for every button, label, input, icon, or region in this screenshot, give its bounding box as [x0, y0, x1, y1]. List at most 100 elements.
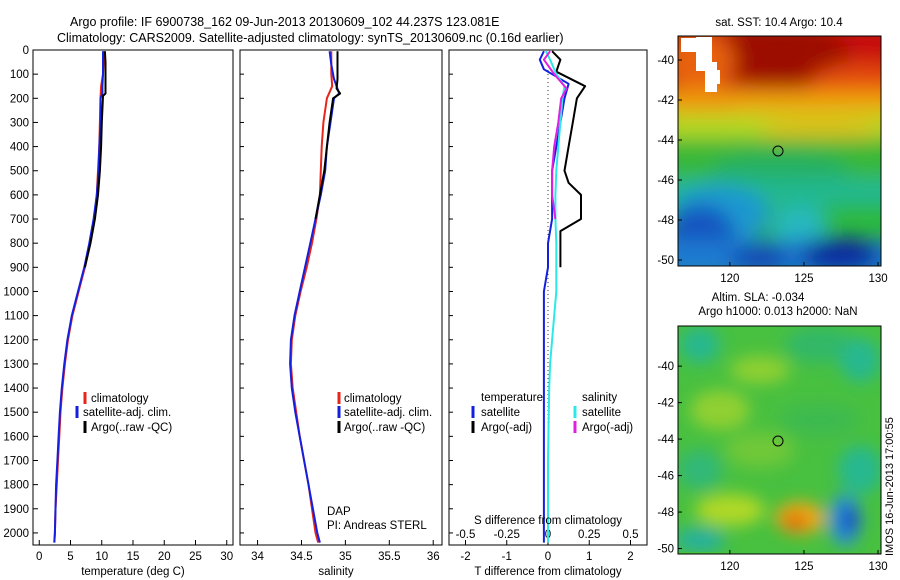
- y-tick-label: 1200: [3, 335, 29, 347]
- principal-investigator-label: PI: Andreas STERL: [327, 520, 427, 532]
- header-line-1: Argo profile: IF 6900738_162 09-Jun-2013…: [70, 15, 500, 29]
- series-line-satellite-s: [545, 50, 566, 543]
- t-difference-tick-labels: -2 -1 0 1 2: [460, 540, 634, 563]
- lat-tick-label: -40: [657, 361, 674, 373]
- series-line-argo-t: [551, 50, 587, 268]
- legend-satellite-label: satellite-adj. clim.: [344, 407, 432, 419]
- temperature-profile-lines: [53, 51, 107, 543]
- salinity-panel: 34 34.5 35 35.5 36 salinity climatology sate…: [239, 49, 443, 578]
- legend-argo-label: Argo(..raw -QC): [91, 422, 172, 434]
- y-tick-label: 100: [10, 69, 29, 81]
- legend-t-argo-label: Argo(-adj): [481, 422, 532, 434]
- lon-tick-label: 130: [868, 273, 887, 285]
- y-tick-label: 2000: [3, 528, 29, 540]
- lat-tick-label: -50: [657, 255, 674, 267]
- temperature-axes-frame: [32, 49, 234, 546]
- x-tick-label: 1: [586, 551, 592, 563]
- x-tick-label: 0: [36, 551, 42, 563]
- legend-t-satellite-label: satellite: [481, 407, 520, 419]
- y-tick-label: 500: [10, 166, 29, 178]
- y-tick-label: 1700: [3, 455, 29, 467]
- salinity-legend: climatology satellite-adj. clim. Argo(..…: [337, 392, 432, 434]
- x-tick-label: 25: [189, 551, 202, 563]
- x-tick-label: 20: [158, 551, 171, 563]
- y-tick-label: 1300: [3, 359, 29, 371]
- sst-map-tick-labels: 120 125 130 -40 -42 -44 -46 -48 -50: [657, 55, 887, 285]
- x-tick-label: 35: [339, 551, 352, 563]
- x-tick-label: 0: [545, 551, 551, 563]
- s-tick-label: 0.25: [578, 529, 600, 541]
- y-tick-label: 1100: [4, 311, 29, 323]
- argo-location-marker: [772, 435, 784, 447]
- series-line-climatology: [53, 51, 105, 543]
- y-tick-label: 1800: [3, 480, 29, 492]
- lat-tick-label: -48: [657, 507, 674, 519]
- series-line-satellite-adj-clim-: [53, 51, 104, 543]
- x-tick-label: 15: [127, 551, 140, 563]
- sst-map-title: sat. SST: 10.4 Argo: 10.4: [715, 17, 843, 29]
- difference-panel: -2 -1 0 1 2 -0.5 -0.25 0 0.25 0.5 T difference f…: [448, 49, 648, 578]
- lat-tick-label: -46: [657, 175, 674, 187]
- s-tick-label: -0.25: [494, 529, 520, 541]
- y-tick-label: 400: [10, 142, 29, 154]
- lat-tick-label: -40: [657, 55, 674, 67]
- series-line-climatology: [289, 51, 334, 543]
- temperature-axis-label: temperature (deg C): [81, 566, 185, 578]
- imos-timestamp: IMOS 16-Jun-2013 17:00:55: [884, 417, 896, 556]
- y-tick-label: 900: [10, 262, 29, 274]
- y-tick-label: 1400: [3, 383, 29, 395]
- x-tick-label: 30: [220, 551, 233, 563]
- y-tick-label: 300: [10, 117, 29, 129]
- sla-map-panel: Altim. SLA: -0.034 Argo h1000: 0.013 h20…: [657, 292, 887, 573]
- sla-heatmap: [678, 326, 881, 554]
- sst-map-frame: [677, 35, 882, 267]
- y-tick-label: 1000: [3, 286, 29, 298]
- y-tick-label: 700: [10, 214, 29, 226]
- lat-tick-label: -44: [657, 135, 674, 147]
- series-line-satellite-adj-clim-: [289, 51, 341, 543]
- legend-temperature-title: temperature: [481, 392, 543, 404]
- x-tick-label: 2: [627, 551, 633, 563]
- y-tick-label: 600: [10, 190, 29, 202]
- lat-tick-label: -50: [657, 544, 674, 556]
- lat-tick-label: -46: [657, 471, 674, 483]
- sla-map-subtitle: Argo h1000: 0.013 h2000: NaN: [698, 306, 857, 318]
- lon-tick-label: 125: [794, 273, 813, 285]
- series-line-argo-raw-qc-: [83, 51, 107, 268]
- series-line-argo-s: [542, 50, 568, 220]
- t-difference-axis-label: T difference from climatology: [474, 566, 621, 578]
- argo-location-marker: [772, 145, 784, 157]
- sst-heatmap: [678, 36, 881, 266]
- lat-tick-label: -44: [657, 434, 674, 446]
- legend-s-argo-label: Argo(-adj): [582, 422, 633, 434]
- s-difference-axis-label: S difference from climatology: [474, 515, 622, 527]
- salinity-axes-frame: [239, 49, 443, 546]
- y-tick-label: 200: [10, 93, 29, 105]
- sla-map-title: Altim. SLA: -0.034: [712, 292, 805, 304]
- difference-profile-lines: [538, 50, 587, 543]
- salinity-profile-lines: [289, 51, 342, 543]
- series-line-argo-raw-qc-: [314, 51, 342, 220]
- difference-legend: temperature satellite Argo(-adj) salinit…: [471, 392, 633, 434]
- salinity-tick-labels: 34 34.5 35 35.5 36: [251, 540, 440, 563]
- land-mask: [681, 37, 720, 92]
- x-tick-label: 34: [251, 551, 264, 563]
- lon-tick-label: 120: [720, 561, 739, 573]
- y-tick-label: 800: [10, 238, 29, 250]
- sla-map-tick-labels: 120 125 130 -40 -42 -44 -46 -48 -50: [657, 361, 887, 573]
- lat-tick-label: -42: [657, 398, 674, 410]
- lon-tick-label: 130: [868, 561, 887, 573]
- legend-argo-label: Argo(..raw -QC): [344, 422, 425, 434]
- legend-salinity-title: salinity: [582, 392, 617, 404]
- s-tick-label: -0.5: [456, 529, 476, 541]
- lon-tick-label: 120: [720, 273, 739, 285]
- header-line-2: Climatology: CARS2009. Satellite-adjuste…: [57, 31, 564, 45]
- x-tick-label: -1: [502, 551, 512, 563]
- x-tick-label: 36: [427, 551, 440, 563]
- legend-climatology-label: climatology: [344, 393, 402, 405]
- series-line-satellite-t: [538, 50, 570, 543]
- temperature-panel: 0 100 200 300 400 500 600 700 800 900 1000 1100 1200…: [3, 45, 453, 578]
- x-tick-label: 34.5: [290, 551, 312, 563]
- lat-tick-label: -48: [657, 215, 674, 227]
